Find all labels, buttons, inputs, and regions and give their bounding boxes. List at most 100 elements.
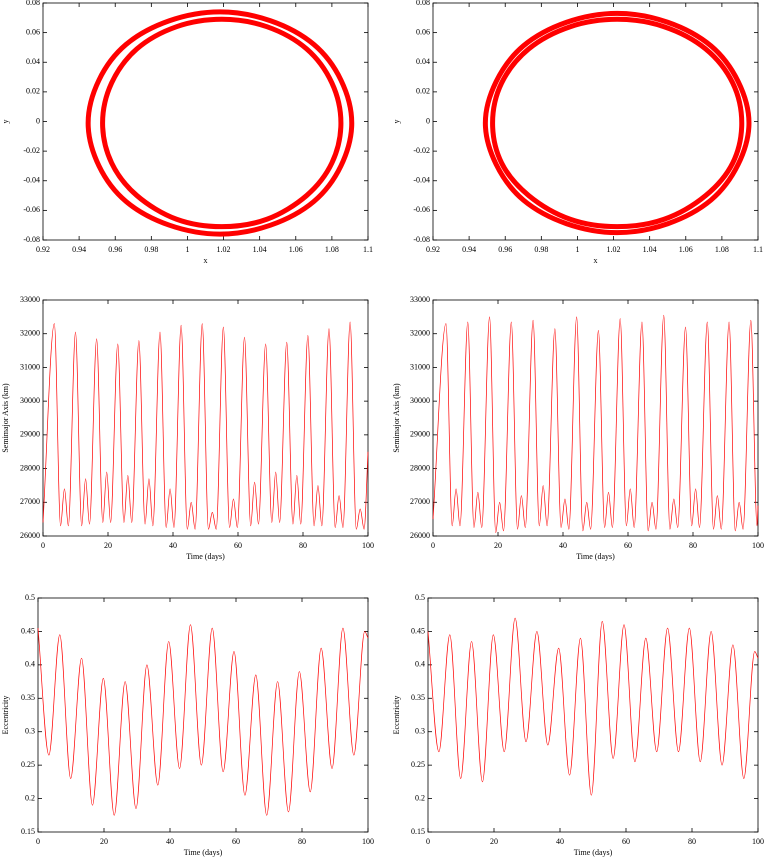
y-tick-label: 0.5	[415, 593, 425, 602]
y-axis-label: y	[392, 120, 401, 124]
x-tick-label: 0.92	[36, 245, 50, 254]
y-tick-label: -0.02	[23, 146, 40, 155]
data-line	[42, 321, 369, 530]
x-tick-label: 40	[556, 837, 564, 846]
x-tick-label: 1.04	[643, 245, 657, 254]
x-tick-label: 60	[622, 837, 630, 846]
y-tick-label: 30000	[20, 396, 40, 405]
x-tick-label: 100	[752, 541, 764, 550]
x-tick-label: 1.06	[679, 245, 693, 254]
y-tick-label: -0.06	[413, 205, 430, 214]
x-tick-label: 20	[104, 541, 112, 550]
x-tick-label: 0.96	[498, 245, 512, 254]
y-tick-label: 27000	[410, 497, 430, 506]
y-tick-label: 0.3	[415, 727, 425, 736]
data-line	[427, 617, 759, 796]
y-tick-label: 0.45	[411, 626, 425, 635]
y-tick-label: 0.4	[25, 660, 35, 669]
y-tick-label: 31000	[410, 362, 430, 371]
x-tick-label: 1.08	[325, 245, 339, 254]
y-tick-label: 31000	[20, 362, 40, 371]
data-line	[482, 10, 752, 236]
y-tick-label: 0.5	[25, 593, 35, 602]
y-tick-label: 0.15	[411, 827, 425, 836]
y-tick-label: 0.02	[416, 87, 430, 96]
x-tick-label: 80	[688, 837, 696, 846]
x-tick-label: 0.98	[144, 245, 158, 254]
x-tick-label: 100	[362, 541, 374, 550]
plot-frame	[42, 299, 369, 537]
y-tick-label: -0.04	[413, 176, 430, 185]
y-tick-label: 27000	[20, 497, 40, 506]
y-tick-label: 0.3	[25, 727, 35, 736]
x-tick-label: 80	[298, 837, 306, 846]
x-axis-label: x	[204, 256, 208, 265]
y-tick-label: 28000	[410, 463, 430, 472]
x-tick-label: 100	[362, 837, 374, 846]
x-tick-label: 0.96	[108, 245, 122, 254]
y-tick-label: 29000	[410, 430, 430, 439]
x-tick-label: 60	[624, 541, 632, 550]
data-line	[432, 314, 759, 533]
y-axis-label: Semimajor Axis (km)	[1, 383, 10, 453]
y-axis-label: y	[1, 120, 10, 124]
y-tick-label: 0.06	[26, 27, 40, 36]
x-tick-label: 20	[100, 837, 108, 846]
x-tick-label: 0.98	[534, 245, 548, 254]
y-tick-label: -0.02	[413, 146, 430, 155]
x-tick-label: 0	[426, 837, 430, 846]
y-tick-label: 0.35	[21, 693, 35, 702]
x-tick-label: 40	[559, 541, 567, 550]
x-tick-label: 1	[575, 245, 579, 254]
x-axis-label: x	[594, 256, 598, 265]
y-tick-label: 30000	[410, 396, 430, 405]
y-tick-label: 0.4	[415, 660, 425, 669]
x-tick-label: 40	[169, 541, 177, 550]
x-tick-label: 60	[234, 541, 242, 550]
y-tick-label: 0.45	[21, 626, 35, 635]
x-tick-label: 1.1	[753, 245, 763, 254]
y-tick-label: 0.04	[26, 57, 40, 66]
y-axis-label: Eccentricity	[392, 696, 401, 735]
x-tick-label: 80	[299, 541, 307, 550]
y-tick-label: 28000	[20, 463, 40, 472]
x-tick-label: 1.08	[715, 245, 729, 254]
y-tick-label: 32000	[410, 329, 430, 338]
x-tick-label: 100	[752, 837, 764, 846]
x-tick-label: 0	[41, 541, 45, 550]
y-tick-label: 26000	[20, 531, 40, 540]
plot-frame	[42, 2, 369, 241]
x-tick-label: 80	[689, 541, 697, 550]
y-tick-label: -0.08	[23, 235, 40, 244]
plot-frame	[427, 597, 759, 833]
x-tick-label: 1.1	[363, 245, 373, 254]
x-tick-label: 0.92	[426, 245, 440, 254]
data-line	[85, 9, 355, 237]
y-tick-label: 0.08	[26, 0, 40, 7]
y-tick-label: 0.2	[415, 793, 425, 802]
plot-frame	[37, 597, 369, 833]
y-tick-label: -0.06	[23, 205, 40, 214]
x-tick-label: 1.02	[607, 245, 621, 254]
y-tick-label: 33000	[410, 295, 430, 304]
x-tick-label: 1.02	[217, 245, 231, 254]
x-tick-label: 0	[431, 541, 435, 550]
x-tick-label: 20	[494, 541, 502, 550]
x-tick-label: 1	[185, 245, 189, 254]
y-tick-label: 26000	[410, 531, 430, 540]
y-tick-label: -0.08	[413, 235, 430, 244]
y-tick-label: 0.08	[416, 0, 430, 7]
y-tick-label: -0.04	[23, 176, 40, 185]
x-tick-label: 40	[166, 837, 174, 846]
y-tick-label: 0.25	[21, 760, 35, 769]
y-tick-label: 0.25	[411, 760, 425, 769]
y-tick-label: 0.02	[26, 87, 40, 96]
x-axis-label: Time (days)	[574, 848, 613, 857]
y-tick-label: 0	[36, 116, 40, 125]
x-tick-label: 1.06	[289, 245, 303, 254]
plot-frame	[432, 299, 759, 537]
y-tick-label: 33000	[20, 295, 40, 304]
y-tick-label: 32000	[20, 329, 40, 338]
x-axis-label: Time (days)	[186, 552, 225, 561]
